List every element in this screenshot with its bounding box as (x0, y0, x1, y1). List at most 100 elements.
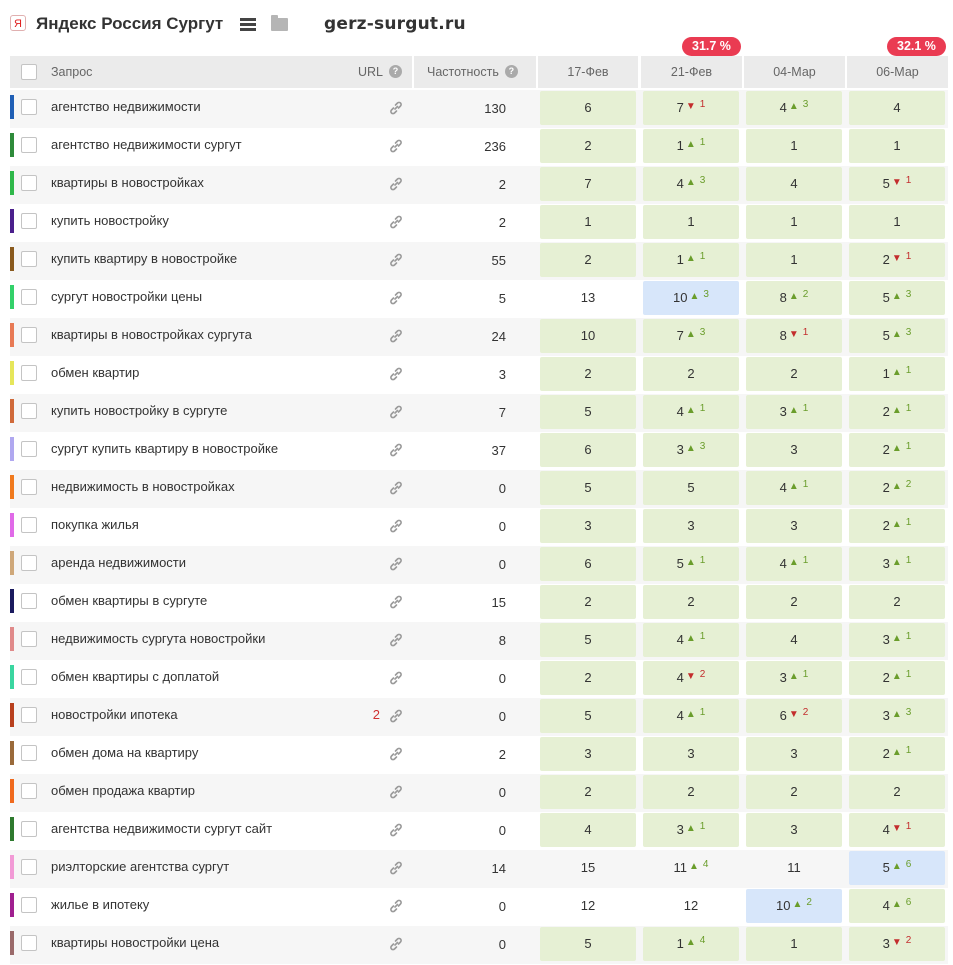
position-cell[interactable]: 2 (746, 775, 842, 809)
url-count[interactable] (362, 926, 380, 960)
row-checkbox[interactable] (21, 175, 37, 191)
url-count[interactable] (362, 356, 380, 390)
row-checkbox[interactable] (21, 783, 37, 799)
position-cell[interactable]: 1 ▲ 1 (643, 243, 739, 277)
position-cell[interactable]: 3 ▲ 1 (643, 813, 739, 847)
url-count[interactable] (362, 470, 380, 504)
url-count[interactable] (362, 888, 380, 922)
position-cell[interactable]: 7 ▼ 1 (643, 91, 739, 125)
position-cell[interactable]: 3 ▲ 1 (849, 623, 945, 657)
position-cell[interactable]: 3 ▲ 1 (849, 547, 945, 581)
link-icon[interactable] (388, 252, 404, 268)
url-count[interactable] (362, 622, 380, 656)
position-cell[interactable]: 4 ▲ 1 (746, 547, 842, 581)
position-cell[interactable]: 4 ▲ 3 (643, 167, 739, 201)
position-cell[interactable]: 2 ▲ 1 (849, 395, 945, 429)
row-checkbox[interactable] (21, 821, 37, 837)
url-count[interactable] (362, 204, 380, 238)
url-count[interactable] (362, 166, 380, 200)
row-checkbox[interactable] (21, 935, 37, 951)
position-cell[interactable]: 6 (540, 547, 636, 581)
position-cell[interactable]: 3 ▲ 1 (746, 661, 842, 695)
position-cell[interactable]: 1 ▲ 1 (643, 129, 739, 163)
position-cell[interactable]: 6 ▼ 2 (746, 699, 842, 733)
row-checkbox[interactable] (21, 403, 37, 419)
row-checkbox[interactable] (21, 99, 37, 115)
url-count[interactable] (362, 280, 380, 314)
position-cell[interactable]: 12 (540, 889, 636, 923)
position-cell[interactable]: 5 (540, 471, 636, 505)
link-icon[interactable] (388, 328, 404, 344)
url-count[interactable]: 2 (372, 707, 380, 722)
position-cell[interactable]: 6 (540, 91, 636, 125)
position-cell[interactable]: 5 (643, 471, 739, 505)
position-cell[interactable]: 4 (849, 91, 945, 125)
position-cell[interactable]: 4 ▲ 1 (643, 395, 739, 429)
date-column-header[interactable]: 21-Фев (641, 56, 742, 88)
link-icon[interactable] (388, 290, 404, 306)
position-cell[interactable]: 4 (746, 167, 842, 201)
position-cell[interactable]: 1 (540, 205, 636, 239)
date-column-header[interactable]: 04-Мар (744, 56, 845, 88)
position-cell[interactable]: 10 ▲ 3 (643, 281, 739, 315)
position-cell[interactable]: 1 (746, 927, 842, 961)
link-icon[interactable] (388, 366, 404, 382)
url-count[interactable] (362, 508, 380, 542)
row-checkbox[interactable] (21, 897, 37, 913)
position-cell[interactable]: 1 (746, 129, 842, 163)
position-cell[interactable]: 7 ▲ 3 (643, 319, 739, 353)
url-header[interactable]: URL? (358, 56, 403, 88)
url-count[interactable] (362, 128, 380, 162)
date-column-header[interactable]: 06-Мар (847, 56, 948, 88)
position-cell[interactable]: 1 (849, 129, 945, 163)
position-cell[interactable]: 5 (540, 699, 636, 733)
position-cell[interactable]: 2 (540, 129, 636, 163)
link-icon[interactable] (388, 138, 404, 154)
position-cell[interactable]: 2 ▲ 1 (849, 433, 945, 467)
position-cell[interactable]: 4 (540, 813, 636, 847)
link-icon[interactable] (388, 708, 404, 724)
position-cell[interactable]: 7 (540, 167, 636, 201)
link-icon[interactable] (388, 898, 404, 914)
row-checkbox[interactable] (21, 137, 37, 153)
position-cell[interactable]: 2 (540, 585, 636, 619)
url-count[interactable] (362, 242, 380, 276)
url-count[interactable] (362, 584, 380, 618)
position-cell[interactable]: 2 ▲ 1 (849, 509, 945, 543)
position-cell[interactable]: 2 ▼ 1 (849, 243, 945, 277)
select-all-checkbox[interactable] (21, 64, 37, 80)
position-cell[interactable]: 2 (540, 661, 636, 695)
position-cell[interactable]: 2 (746, 357, 842, 391)
position-cell[interactable]: 5 ▼ 1 (849, 167, 945, 201)
link-icon[interactable] (388, 784, 404, 800)
position-cell[interactable]: 2 (540, 775, 636, 809)
position-cell[interactable]: 2 (849, 775, 945, 809)
position-cell[interactable]: 8 ▲ 2 (746, 281, 842, 315)
row-checkbox[interactable] (21, 631, 37, 647)
position-cell[interactable]: 10 ▲ 2 (746, 889, 842, 923)
position-cell[interactable]: 2 ▲ 1 (849, 661, 945, 695)
position-cell[interactable]: 3 (643, 509, 739, 543)
row-checkbox[interactable] (21, 517, 37, 533)
position-cell[interactable]: 4 (746, 623, 842, 657)
link-icon[interactable] (388, 746, 404, 762)
link-icon[interactable] (388, 670, 404, 686)
position-cell[interactable]: 6 (540, 433, 636, 467)
position-cell[interactable]: 3 (746, 433, 842, 467)
position-cell[interactable]: 2 ▲ 1 (849, 737, 945, 771)
url-count[interactable] (362, 90, 380, 124)
position-cell[interactable]: 5 ▲ 3 (849, 319, 945, 353)
folder-icon[interactable] (271, 15, 288, 31)
position-cell[interactable]: 3 (540, 737, 636, 771)
frequency-column-header[interactable]: Частотность? (414, 56, 536, 88)
position-cell[interactable]: 3 (746, 737, 842, 771)
position-cell[interactable]: 10 (540, 319, 636, 353)
link-icon[interactable] (388, 214, 404, 230)
url-count[interactable] (362, 774, 380, 808)
position-cell[interactable]: 11 (746, 851, 842, 885)
position-cell[interactable]: 11 ▲ 4 (643, 851, 739, 885)
url-count[interactable] (362, 546, 380, 580)
position-cell[interactable]: 5 ▲ 3 (849, 281, 945, 315)
link-icon[interactable] (388, 860, 404, 876)
position-cell[interactable]: 2 (643, 357, 739, 391)
